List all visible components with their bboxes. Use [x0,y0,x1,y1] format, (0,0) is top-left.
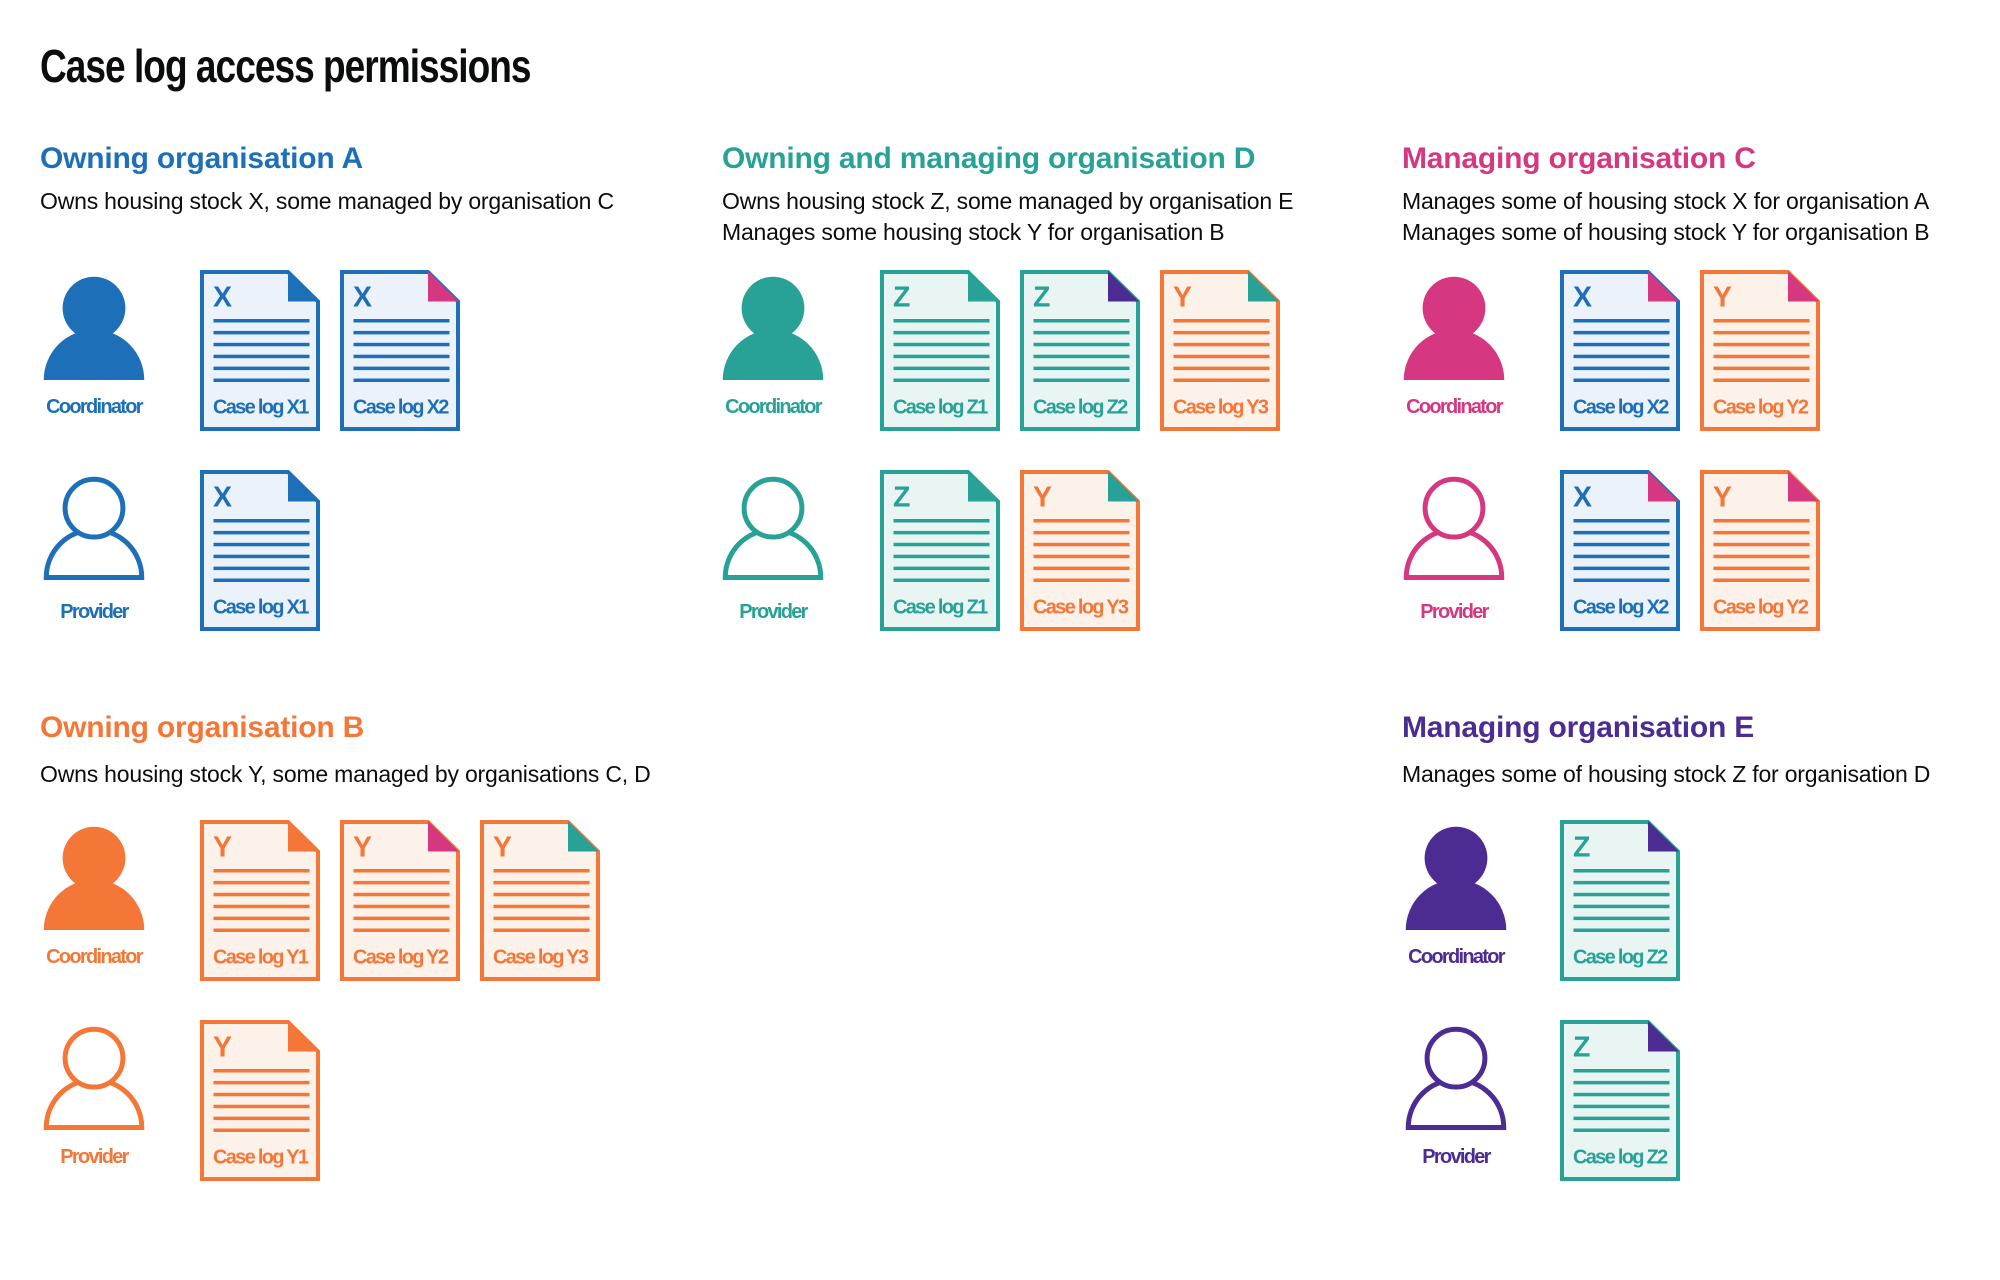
svg-text:X: X [1573,281,1592,313]
svg-text:Case log Y3: Case log Y3 [1173,396,1269,418]
svg-text:Y: Y [1173,281,1192,313]
svg-text:Case log Z2: Case log Z2 [1573,947,1668,969]
svg-text:Z: Z [1573,1032,1590,1064]
svg-text:Z: Z [1033,281,1050,313]
svg-text:X: X [1573,482,1592,514]
svg-text:Y: Y [1713,281,1732,313]
svg-text:Z: Z [893,482,910,514]
svg-text:Case log X1: Case log X1 [213,396,309,418]
svg-text:Y: Y [353,832,372,864]
svg-text:Case log Y1: Case log Y1 [213,1147,309,1169]
svg-text:X: X [353,281,372,313]
svg-text:Case log X2: Case log X2 [353,396,449,418]
svg-text:Y: Y [213,832,232,864]
svg-text:Case log Y2: Case log Y2 [353,947,449,969]
svg-text:Y: Y [493,832,512,864]
svg-text:Case log Z1: Case log Z1 [893,597,988,619]
svg-text:Y: Y [1713,482,1732,514]
svg-text:Case log Y2: Case log Y2 [1713,597,1809,619]
svg-text:Z: Z [1573,832,1590,864]
svg-text:Case log X1: Case log X1 [213,597,309,619]
svg-text:Case log Z2: Case log Z2 [1573,1147,1668,1169]
svg-text:Case log Y3: Case log Y3 [493,947,589,969]
svg-text:X: X [213,281,232,313]
svg-text:Z: Z [893,281,910,313]
svg-text:Case log Y3: Case log Y3 [1033,597,1129,619]
svg-text:Y: Y [1033,482,1052,514]
svg-text:X: X [213,482,232,514]
svg-text:Case log Y2: Case log Y2 [1713,396,1809,418]
svg-text:Case log Z1: Case log Z1 [893,396,988,418]
svg-text:Case log Z2: Case log Z2 [1033,396,1128,418]
svg-text:Y: Y [213,1032,232,1064]
svg-text:Case log X2: Case log X2 [1573,396,1669,418]
svg-text:Case log X2: Case log X2 [1573,597,1669,619]
svg-text:Case log Y1: Case log Y1 [213,947,309,969]
